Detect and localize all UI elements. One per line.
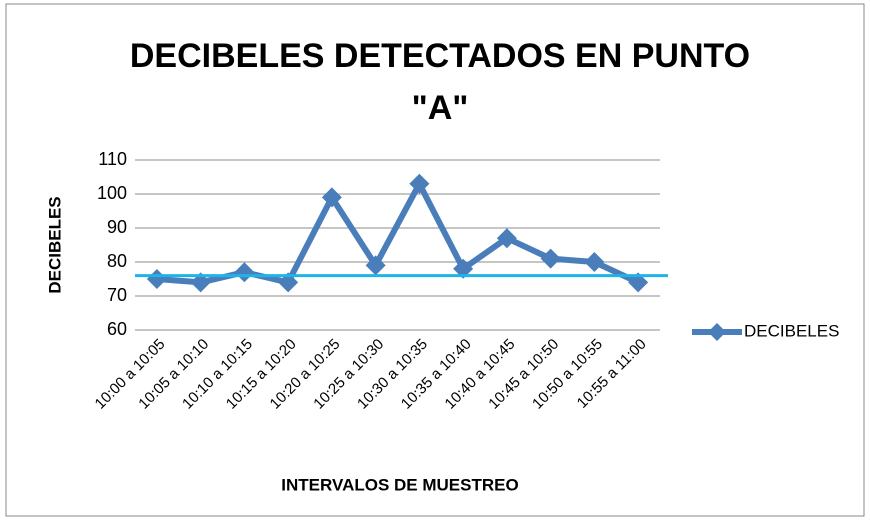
data-point <box>628 272 649 293</box>
y-tick-label: 80 <box>107 251 127 271</box>
legend-marker <box>708 323 726 341</box>
y-tick-label: 60 <box>107 319 127 339</box>
data-point <box>146 269 167 289</box>
chart-title: DECIBELES DETECTADOS EN PUNTO "A" <box>129 37 751 127</box>
data-point <box>584 252 605 272</box>
data-point <box>321 187 342 208</box>
x-axis-title: INTERVALOS DE MUESTREO <box>281 475 518 494</box>
y-tick-label: 70 <box>107 285 127 305</box>
legend-label: DECIBELES <box>744 321 839 340</box>
data-point <box>540 248 561 269</box>
y-tick-label: 110 <box>98 149 127 169</box>
data-point <box>496 228 517 249</box>
data-point <box>365 255 386 276</box>
data-point <box>409 173 430 194</box>
data-point <box>190 272 211 293</box>
data-point <box>234 262 255 283</box>
frame <box>5 3 865 517</box>
data-point <box>278 272 299 293</box>
data-point <box>453 258 474 279</box>
y-tick-label: 90 <box>107 217 127 237</box>
y-axis-title: DECIBELES <box>45 196 64 293</box>
y-tick-label: 100 <box>97 183 127 203</box>
